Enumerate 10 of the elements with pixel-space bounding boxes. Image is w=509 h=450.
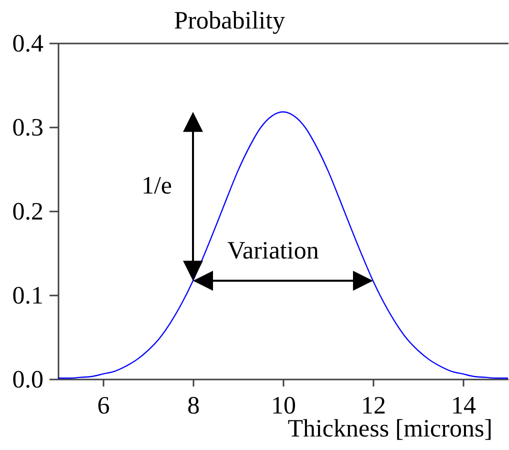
x-tick-label: 6 [97, 392, 110, 420]
annotation: Variation [227, 238, 320, 265]
y-axis-title: Probability [174, 8, 286, 34]
annotation: 1/e [141, 172, 172, 200]
y-tick-label: 0.4 [12, 30, 44, 58]
x-tick-label: 8 [187, 392, 200, 420]
y-tick-label: 0.3 [12, 114, 44, 142]
y-tick-label: 0.0 [12, 366, 44, 394]
y-tick-label: 0.1 [12, 282, 44, 310]
y-tick-label: 0.2 [12, 198, 44, 226]
